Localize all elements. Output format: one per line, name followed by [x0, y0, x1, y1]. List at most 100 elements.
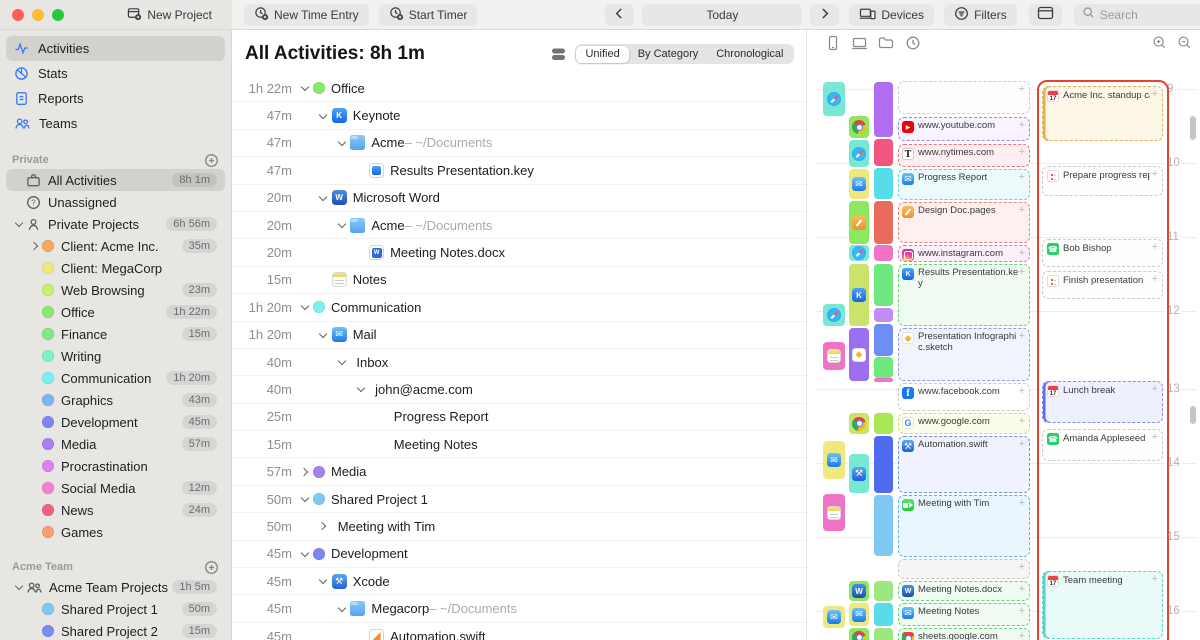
scrollbar-thumb[interactable] [1190, 406, 1196, 424]
activity-row-media[interactable]: 57m Media [232, 458, 806, 486]
add-time-entry-icon[interactable]: + [1018, 561, 1025, 573]
timeline-entry-item[interactable]: + [898, 559, 1030, 579]
timeline-block-laptop[interactable] [849, 245, 869, 261]
timeline-block-phone[interactable] [823, 82, 845, 116]
add-time-entry-icon[interactable]: + [1018, 83, 1025, 95]
timeline-block-categories[interactable] [874, 628, 893, 640]
calendar-event-amanda-appleseed[interactable]: Amanda Appleseed + [1042, 429, 1163, 461]
activity-row-communication[interactable]: 1h 20m Communication [232, 294, 806, 322]
calendar-event-prepare-progress-report[interactable]: Prepare progress report+ [1042, 166, 1163, 196]
timeline-block-categories[interactable] [874, 245, 893, 261]
calendar-event-bob-bishop[interactable]: Bob Bishop + [1042, 239, 1163, 267]
timeline-entry-meeting-notes[interactable]: Meeting Notes + [898, 603, 1030, 626]
timeline-block-laptop[interactable] [849, 116, 869, 138]
chevron-down-icon[interactable] [301, 303, 309, 311]
scrollbar-thumb[interactable] [1190, 116, 1196, 140]
new-time-entry-button[interactable]: New Time Entry [244, 3, 369, 26]
activity-row-keynote[interactable]: 47m Keynote [232, 102, 806, 130]
timeline-block-categories[interactable] [874, 436, 893, 493]
activity-row-office[interactable]: 1h 22m Office [232, 75, 806, 103]
timeline-entry-www-instagram-com[interactable]: www.instagram.com + [898, 245, 1030, 262]
timeline-entry-www-youtube-com[interactable]: www.youtube.com + [898, 117, 1030, 141]
add-time-entry-icon[interactable]: + [1018, 119, 1025, 131]
minimize-button[interactable] [32, 8, 44, 21]
filters-button[interactable]: Filters [944, 3, 1017, 26]
timeline-block-categories[interactable] [874, 201, 893, 244]
timeline-block-phone[interactable] [823, 304, 845, 326]
timeline-block-categories[interactable] [874, 603, 893, 626]
timeline-block-categories[interactable] [874, 378, 893, 382]
add-event-icon[interactable]: + [1151, 383, 1158, 395]
add-event-icon[interactable]: + [1151, 431, 1158, 443]
timeline-block-laptop[interactable] [849, 628, 869, 640]
timeline-block-categories[interactable] [874, 308, 893, 322]
sidebar-item-teams[interactable]: Teams [6, 111, 225, 136]
timeline-block-categories[interactable] [874, 495, 893, 556]
close-button[interactable] [12, 8, 24, 21]
activity-row-meeting-with-tim[interactable]: 50m Meeting with Tim [232, 513, 806, 541]
sidebar-item-development[interactable]: Development 45m [6, 411, 225, 433]
zoom-out-icon[interactable] [1177, 35, 1192, 55]
timeline-entry-meeting-notes-docx[interactable]: Meeting Notes.docx + [898, 581, 1030, 601]
timeline-block-categories[interactable] [874, 168, 893, 199]
sidebar-item-games[interactable]: Games [6, 521, 225, 543]
timeline-block-categories[interactable] [874, 581, 893, 601]
sidebar-item-stats[interactable]: Stats [6, 61, 225, 86]
activity-row-development[interactable]: 45m Development [232, 541, 806, 569]
search-input[interactable] [1099, 7, 1200, 22]
chevron-down-icon[interactable] [357, 385, 365, 393]
add-event-icon[interactable]: + [1151, 273, 1158, 285]
devices-button[interactable]: Devices [849, 3, 935, 26]
sidebar-item-shared-project-2[interactable]: Shared Project 2 15m [6, 620, 225, 640]
timeline-block-categories[interactable] [874, 82, 893, 137]
timeline-block-laptop[interactable] [849, 581, 869, 601]
calendar-event-finish-presentation[interactable]: Finish presentation + [1042, 271, 1163, 299]
add-event-icon[interactable]: + [1151, 88, 1158, 100]
timeline-block-laptop[interactable] [849, 328, 869, 381]
sidebar-item-communication[interactable]: Communication 1h 20m [6, 367, 225, 389]
timeline-block-categories[interactable] [874, 264, 893, 306]
sidebar-item-client-acme-inc[interactable]: Client: Acme Inc. 35m [6, 235, 225, 257]
timeline-entry-automation-swift[interactable]: Automation.swift + [898, 436, 1030, 493]
tab-unified[interactable]: Unified [576, 45, 629, 63]
sidebar-item-private-projects[interactable]: Private Projects 6h 56m [6, 213, 225, 235]
chevron-down-icon[interactable] [15, 583, 23, 591]
chevron-down-icon[interactable] [338, 358, 346, 366]
sidebar-item-graphics[interactable]: Graphics 43m [6, 389, 225, 411]
timeline-block-phone[interactable] [823, 342, 845, 370]
timeline-block-laptop[interactable] [849, 140, 869, 167]
sidebar-item-shared-project-1[interactable]: Shared Project 1 50m [6, 598, 225, 620]
next-day-button[interactable] [810, 3, 840, 26]
timeline-block-phone[interactable] [823, 441, 845, 479]
timeline-entry-www-facebook-com[interactable]: www.facebook.com + [898, 383, 1030, 411]
today-button[interactable]: Today [642, 3, 803, 26]
fullscreen-button[interactable] [52, 8, 64, 21]
chevron-right-icon[interactable] [319, 522, 327, 530]
timeline-block-categories[interactable] [874, 324, 893, 356]
activity-row-meeting-notes-docx[interactable]: 20m Meeting Notes.docx [232, 239, 806, 267]
timeline-block-laptop[interactable] [849, 201, 869, 244]
activity-row-acme[interactable]: 47m Acme – ~/Documents [232, 130, 806, 158]
add-time-entry-icon[interactable]: + [1018, 204, 1025, 216]
add-event-icon[interactable]: + [1151, 241, 1158, 253]
chevron-down-icon[interactable] [301, 495, 309, 503]
previous-day-button[interactable] [605, 3, 635, 26]
activity-row-shared-project-1[interactable]: 50m Shared Project 1 [232, 486, 806, 514]
sidebar-item-unassigned[interactable]: ? Unassigned [6, 191, 225, 213]
activity-row-megacorp[interactable]: 45m Megacorp – ~/Documents [232, 595, 806, 623]
timeline-block-laptop[interactable] [849, 169, 869, 199]
timeline-entry-progress-report[interactable]: Progress Report + [898, 169, 1030, 200]
add-event-icon[interactable]: + [1151, 573, 1158, 585]
sidebar-item-media[interactable]: Media 57m [6, 433, 225, 455]
sidebar-item-news[interactable]: News 24m [6, 499, 225, 521]
activity-row-automation-swift[interactable]: 45m Automation.swift [232, 623, 806, 640]
timeline-block-phone[interactable] [823, 494, 845, 531]
activity-row-notes[interactable]: 15m Notes [232, 267, 806, 295]
add-time-entry-icon[interactable]: + [1018, 415, 1025, 427]
activity-row-results-presentation-key[interactable]: 47m Results Presentation.key [232, 157, 806, 185]
chevron-down-icon[interactable] [15, 220, 23, 228]
add-time-entry-icon[interactable]: + [1018, 266, 1025, 278]
sidebar-item-acme-team-projects[interactable]: Acme Team Projects 1h 5m [6, 576, 225, 598]
add-project-button[interactable] [204, 560, 219, 575]
timeline-block-laptop[interactable] [849, 413, 869, 434]
